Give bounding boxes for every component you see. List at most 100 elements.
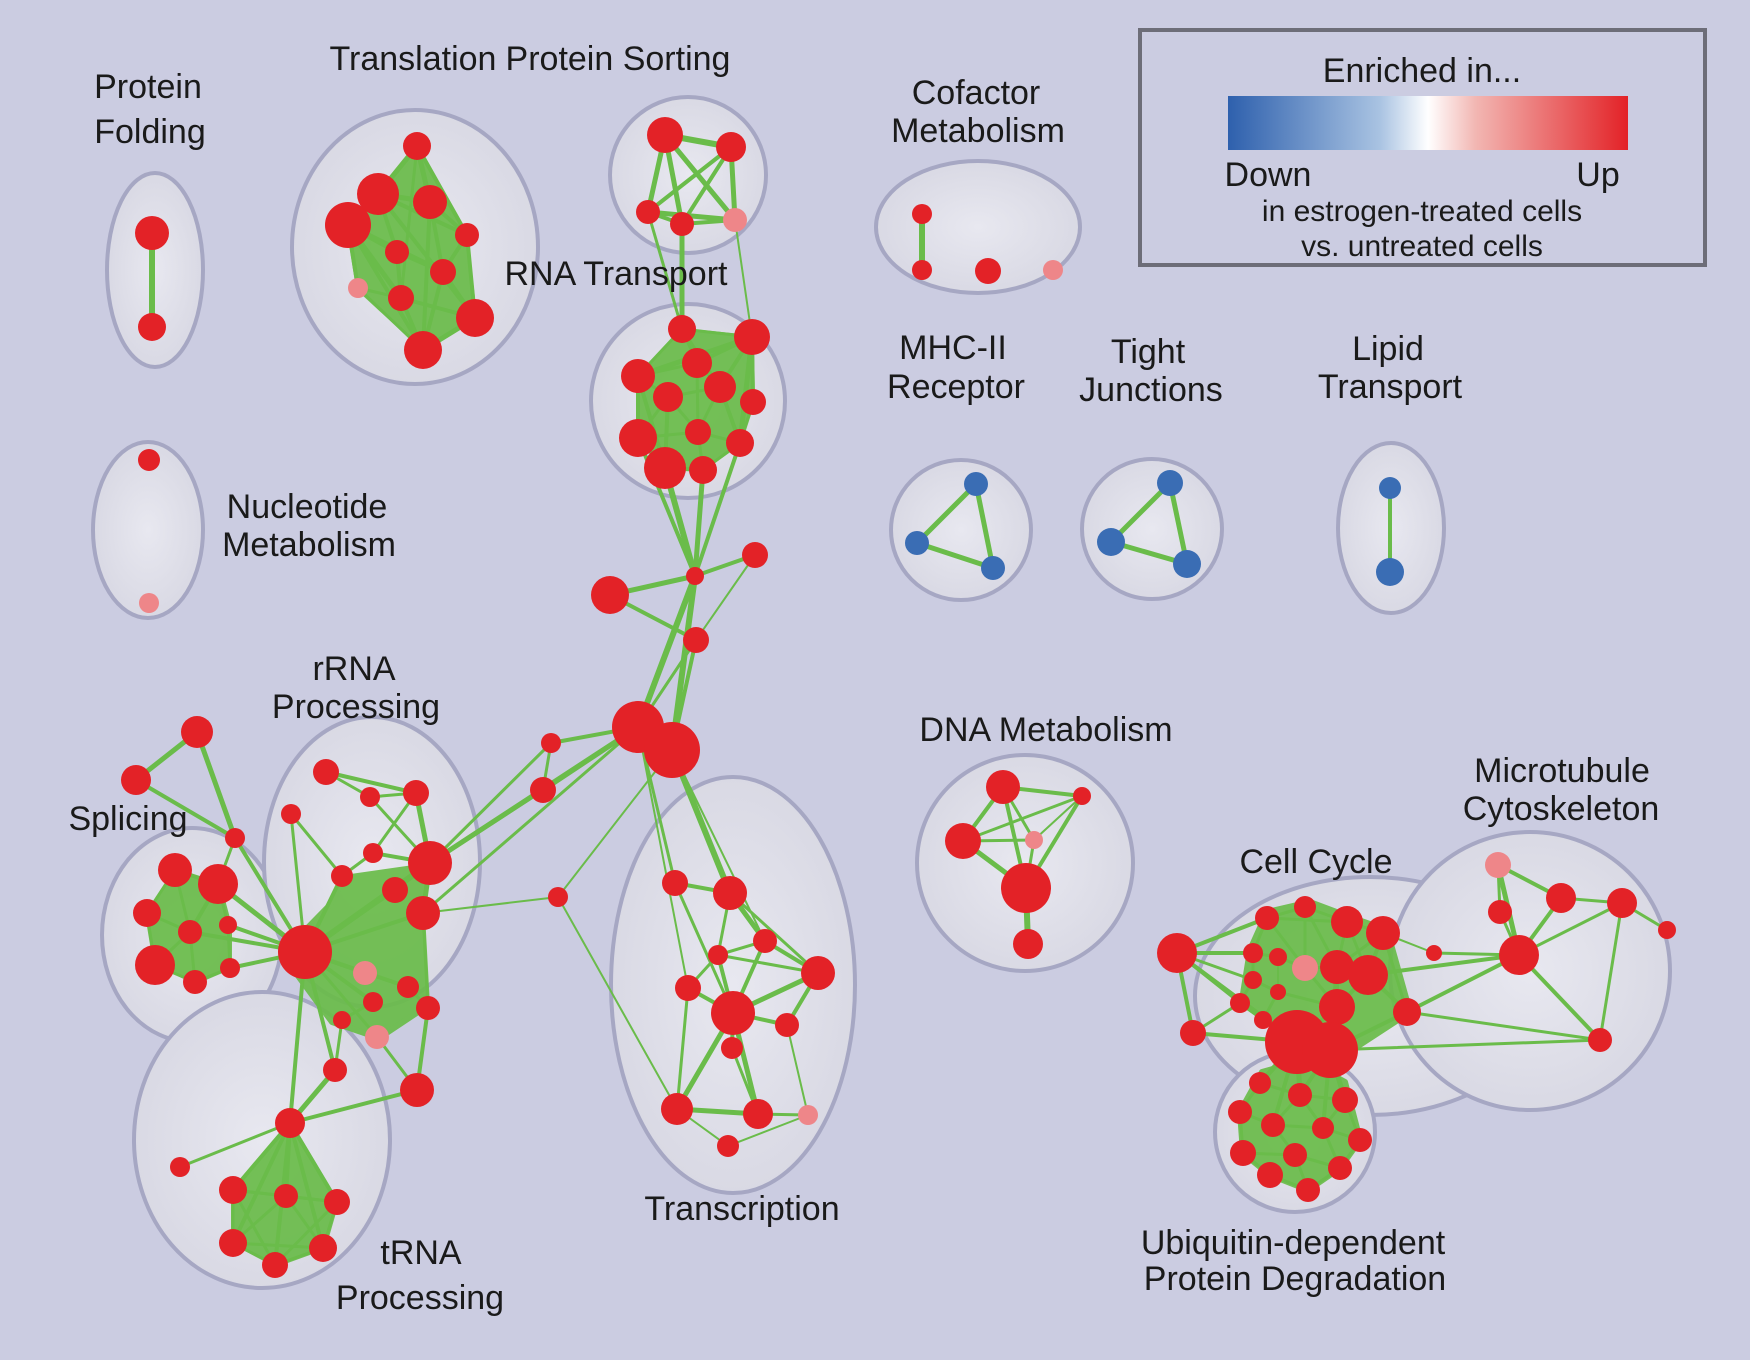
node-dm6-red bbox=[1013, 929, 1043, 959]
node-mt7-red bbox=[1658, 921, 1676, 939]
node-lp2-blue bbox=[1376, 558, 1404, 586]
edge-tn4-tn7 bbox=[273, 1200, 339, 1267]
node-rt10-red bbox=[726, 429, 754, 457]
node-rt3-red bbox=[682, 348, 712, 378]
node-rt2-red bbox=[734, 319, 770, 355]
cluster-label-ubiquitin-degradation-1: Protein Degradation bbox=[1144, 1260, 1446, 1298]
edge-cn6-tc5 bbox=[637, 726, 689, 989]
cluster-label-dna-metabolism-0: DNA Metabolism bbox=[919, 711, 1172, 749]
node-ub11-red bbox=[1257, 1162, 1283, 1188]
node-ub2-red bbox=[1288, 1083, 1312, 1107]
node-ct2-red bbox=[121, 765, 151, 795]
node-cc4-red bbox=[1294, 896, 1316, 918]
node-rr5-red bbox=[331, 865, 353, 887]
edge-ps2-ps4 bbox=[680, 145, 733, 226]
node-tr1-red bbox=[403, 132, 431, 160]
cluster-label-rna-transport-0: RNA Transport bbox=[505, 255, 729, 293]
cluster-label-nucleotide-metabolism-1: Metabolism bbox=[222, 526, 396, 564]
cluster-dna-metabolism-outline bbox=[915, 753, 1135, 973]
edge-ps1-ps5 bbox=[662, 132, 738, 223]
edge-tc8-tc12 bbox=[786, 1024, 809, 1116]
cluster-label-trna-processing-0: tRNA bbox=[380, 1234, 462, 1272]
cluster-label-microtubule-cytoskeleton-1: Cytoskeleton bbox=[1463, 790, 1660, 828]
cluster-label-transcription-0: Transcription bbox=[644, 1190, 839, 1228]
node-rr8-red bbox=[406, 896, 440, 930]
node-tc1-red bbox=[662, 870, 688, 896]
node-tr4-red bbox=[325, 202, 371, 248]
edge-cc19-mt8 bbox=[1405, 1010, 1602, 1042]
edge-cn8-rr6 bbox=[428, 741, 553, 865]
node-rr0-red bbox=[281, 804, 301, 824]
node-tn3-red bbox=[274, 1184, 298, 1208]
node-sp4-red bbox=[178, 920, 202, 944]
edge-dm2-dm4 bbox=[1033, 795, 1083, 841]
node-ub8-red bbox=[1230, 1140, 1256, 1166]
edge-cn1-cn6 bbox=[635, 573, 698, 730]
node-tn5-red bbox=[219, 1229, 247, 1257]
node-cc7-red bbox=[1243, 943, 1263, 963]
node-cf4-pink bbox=[1043, 260, 1063, 280]
node-tc6-red bbox=[801, 956, 835, 990]
node-sp1-red bbox=[158, 853, 192, 887]
node-tn2-red bbox=[219, 1176, 247, 1204]
node-rt1-red bbox=[668, 315, 696, 343]
node-ps4-red bbox=[670, 212, 694, 236]
edge-tnH-tn4 bbox=[288, 1121, 339, 1204]
node-rrA-red bbox=[278, 925, 332, 979]
node-sp3-red bbox=[133, 899, 161, 927]
node-rr9-pink bbox=[353, 961, 377, 985]
edge-cn2-cn4 bbox=[695, 554, 756, 641]
node-tc5-red bbox=[675, 975, 701, 1001]
node-ub4-red bbox=[1228, 1100, 1252, 1124]
node-ps5-pink bbox=[723, 208, 747, 232]
node-cn9-red bbox=[530, 777, 556, 803]
node-rr3-red bbox=[403, 780, 429, 806]
node-dm3-red bbox=[945, 823, 981, 859]
node-sp2-red bbox=[198, 864, 238, 904]
node-cc18-red bbox=[1302, 1022, 1358, 1078]
node-cc13-red bbox=[1270, 984, 1286, 1000]
cluster-label-protein-sorting-0: Protein Sorting bbox=[506, 40, 731, 78]
edge-rt12-cn1 bbox=[692, 467, 706, 579]
node-mh3-blue bbox=[981, 556, 1005, 580]
node-rr13-red bbox=[416, 996, 440, 1020]
node-cc2-red bbox=[1180, 1020, 1206, 1046]
edge-cc19-mt4 bbox=[1405, 953, 1521, 1014]
node-cn10-red bbox=[548, 887, 568, 907]
cluster-label-trna-processing-1: Processing bbox=[336, 1279, 504, 1317]
node-tr5-red bbox=[455, 223, 479, 247]
legend-down-label: Down bbox=[1225, 156, 1312, 194]
node-cc6-red bbox=[1366, 916, 1400, 950]
cluster-label-rrna-processing-0: rRNA bbox=[312, 650, 395, 688]
node-tr9-red bbox=[388, 285, 414, 311]
edge-ps3-ps5 bbox=[645, 209, 738, 223]
node-ub7-red bbox=[1348, 1128, 1372, 1152]
node-rr12-red bbox=[397, 976, 419, 998]
cluster-label-tight-junctions-0: Tight bbox=[1111, 333, 1186, 371]
node-nm1-red bbox=[138, 449, 160, 471]
node-cn2-red bbox=[742, 542, 768, 568]
node-cc3-red bbox=[1255, 906, 1279, 930]
node-rr15-red bbox=[323, 1058, 347, 1082]
node-ct3-red bbox=[225, 828, 245, 848]
node-tj3-blue bbox=[1173, 550, 1201, 578]
node-rt12-red bbox=[689, 456, 717, 484]
node-cc16-red bbox=[1319, 989, 1355, 1025]
cluster-label-tight-junctions-1: Junctions bbox=[1079, 371, 1223, 409]
node-pf1-red bbox=[135, 216, 169, 250]
cluster-label-cofactor-metabolism-1: Metabolism bbox=[891, 112, 1065, 150]
node-tr6-red bbox=[385, 240, 409, 264]
node-tnH-red bbox=[275, 1108, 305, 1138]
cluster-label-mhc-ii-receptor-0: MHC-II bbox=[899, 329, 1007, 367]
node-pf2-red bbox=[138, 313, 166, 341]
node-mh2-blue bbox=[905, 531, 929, 555]
node-lp1-blue bbox=[1379, 477, 1401, 499]
node-cc12-red bbox=[1244, 971, 1262, 989]
node-tc4-red bbox=[708, 945, 728, 965]
node-rr10-red bbox=[363, 992, 383, 1012]
cluster-cofactor-metabolism-outline bbox=[874, 159, 1082, 295]
node-cn1-red bbox=[686, 567, 704, 585]
node-tr3-red bbox=[413, 185, 447, 219]
edge-mh1-mh2 bbox=[914, 481, 979, 546]
